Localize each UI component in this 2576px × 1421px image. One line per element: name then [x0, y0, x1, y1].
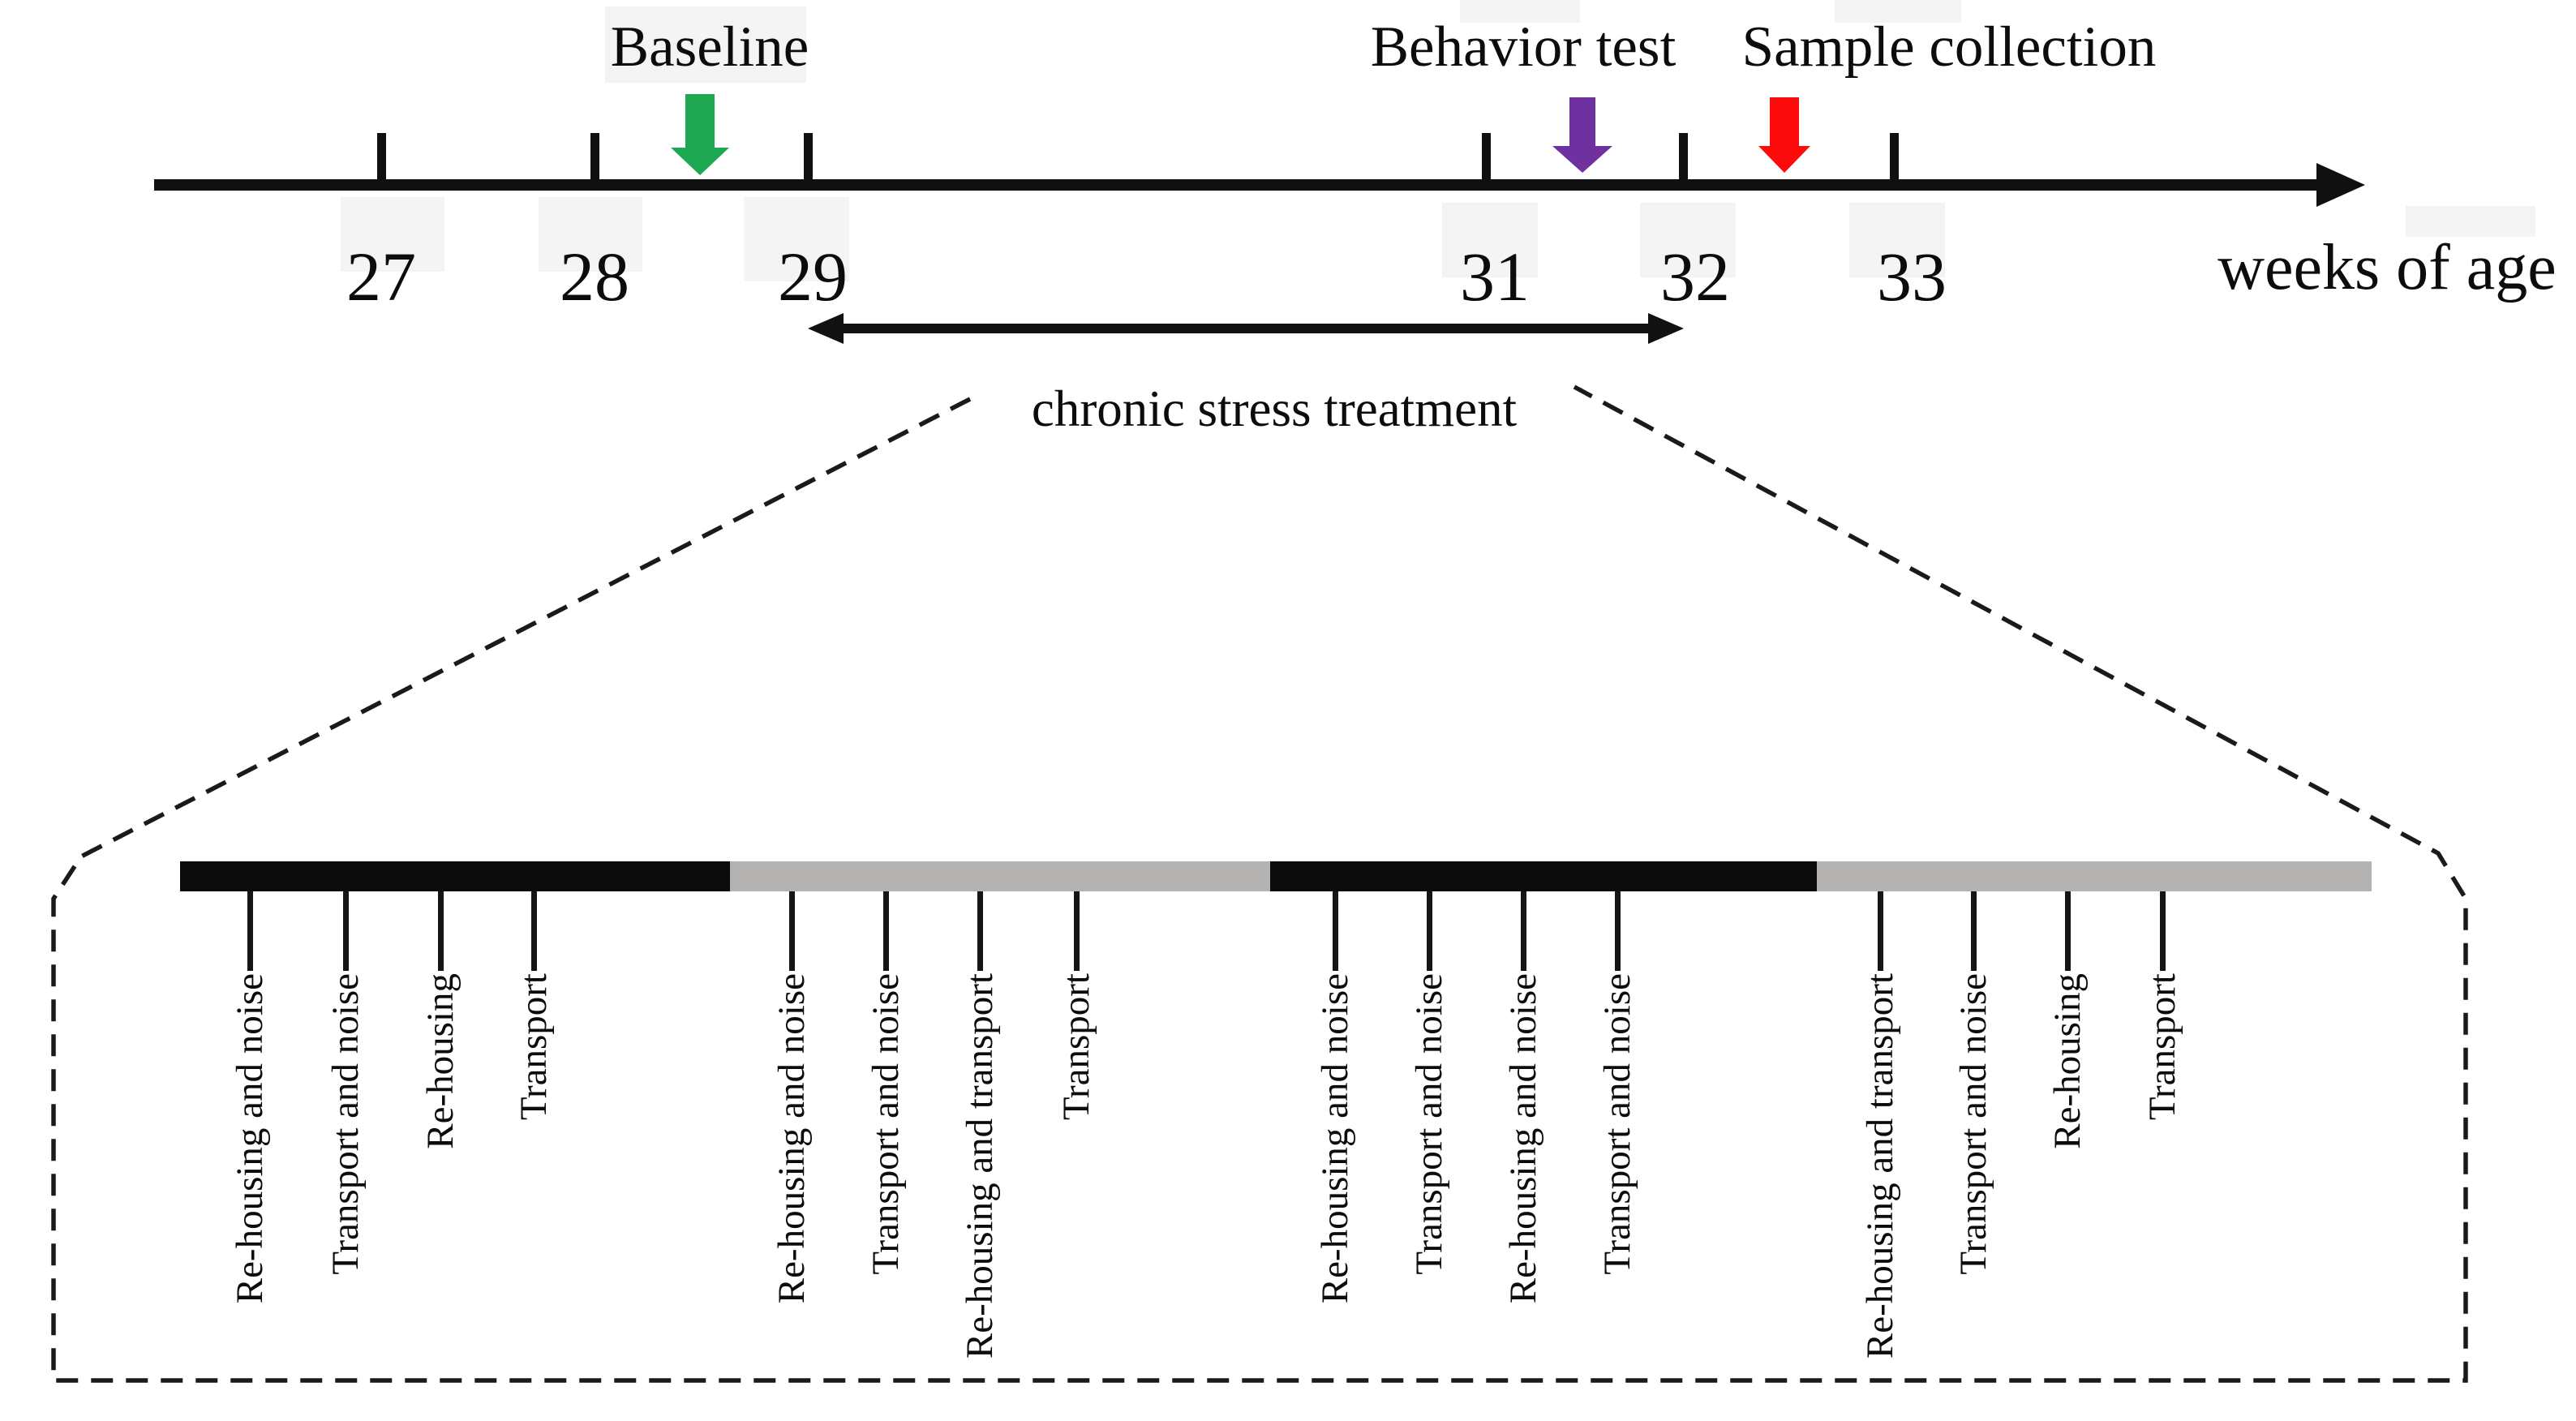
behavior-test-arrowhead-icon: [1552, 146, 1612, 173]
stressor-tick: [2160, 891, 2166, 971]
stressor-label: Re-housing and noise: [771, 973, 813, 1304]
stressor-label: Re-housing: [2046, 973, 2089, 1149]
ghost-patch: [1835, 0, 1961, 23]
stressor-label: Re-housing and transport: [1859, 973, 1901, 1359]
behavior-test-arrow-icon: [1569, 97, 1595, 146]
timeline-arrowhead-icon: [2316, 163, 2365, 207]
treatment-span-label: chronic stress treatment: [1031, 380, 1518, 437]
stressor-tick: [2065, 891, 2071, 971]
ghost-patch: [744, 197, 849, 281]
stressor-label: Transport and noise: [1952, 973, 1994, 1275]
sample-collection-arrowhead-icon: [1758, 146, 1810, 173]
stressor-label: Re-housing and noise: [1502, 973, 1544, 1304]
ghost-patch: [1442, 203, 1538, 277]
stress-week-segment-3: [1270, 861, 1817, 891]
behavior-test-label: Behavior test: [1370, 15, 1677, 79]
baseline-arrowhead-icon: [671, 148, 729, 175]
week-label: 27: [346, 238, 416, 316]
stressor-tick: [883, 891, 889, 971]
treatment-span-right-arrowhead-icon: [1648, 313, 1684, 344]
week-label: 31: [1460, 238, 1530, 316]
ghost-patch: [1460, 0, 1580, 23]
stressor-label: Re-housing and transport: [959, 973, 1001, 1359]
stressor-tick: [247, 891, 253, 971]
stress-week-segment-1: [180, 861, 730, 891]
week-label: 28: [560, 238, 629, 316]
stressor-tick: [977, 891, 983, 971]
stressor-tick: [343, 891, 349, 971]
week-label: 33: [1877, 238, 1947, 316]
stressor-tick: [789, 891, 795, 971]
stressor-tick: [1615, 891, 1621, 971]
treatment-span-left-arrowhead-icon: [808, 313, 844, 344]
stressor-tick: [1971, 891, 1977, 971]
stressor-label: Transport and noise: [865, 973, 907, 1275]
axis-label: weeks of age: [2218, 232, 2557, 303]
stressor-label: Transport and noise: [324, 973, 367, 1275]
stressor-label: Re-housing: [419, 973, 462, 1149]
week-tick: [1482, 133, 1491, 179]
stressor-label: Re-housing and noise: [229, 973, 271, 1304]
stressor-label: Re-housing and noise: [1314, 973, 1356, 1304]
sample-collection-label: Sample collection: [1741, 15, 2157, 79]
week-tick: [1890, 133, 1899, 179]
stressor-tick: [1074, 891, 1080, 971]
timeline-axis: [154, 179, 2321, 191]
week-label: 32: [1660, 238, 1730, 316]
stressor-label: Transport: [2141, 973, 2183, 1121]
ghost-patch: [539, 197, 642, 272]
stressor-tick: [1427, 891, 1432, 971]
week-label: 29: [778, 238, 848, 316]
sample-collection-arrow-icon: [1770, 97, 1799, 146]
stressor-label: Transport and noise: [1596, 973, 1638, 1275]
stressor-label: Transport and noise: [1408, 973, 1450, 1275]
baseline-label: Baseline: [610, 15, 809, 79]
stressor-tick: [531, 891, 537, 971]
stressor-tick: [438, 891, 444, 971]
baseline-arrow-icon: [685, 94, 715, 148]
stress-week-segment-4: [1817, 861, 2372, 891]
stressor-tick: [1333, 891, 1338, 971]
stressor-tick: [1878, 891, 1883, 971]
stress-week-segment-2: [730, 861, 1270, 891]
ghost-patch: [605, 6, 806, 83]
ghost-patch: [1640, 203, 1736, 277]
stressor-tick: [1521, 891, 1526, 971]
week-tick: [377, 133, 386, 179]
ghost-patch: [341, 197, 444, 272]
stressor-label: Transport: [1055, 973, 1097, 1121]
ghost-patch: [1849, 203, 1945, 277]
stressor-label: Transport: [513, 973, 555, 1121]
week-tick: [1679, 133, 1688, 179]
week-tick: [590, 133, 599, 179]
ghost-patch: [2406, 206, 2535, 237]
week-tick: [804, 133, 813, 179]
treatment-span-arrow: [840, 324, 1651, 333]
